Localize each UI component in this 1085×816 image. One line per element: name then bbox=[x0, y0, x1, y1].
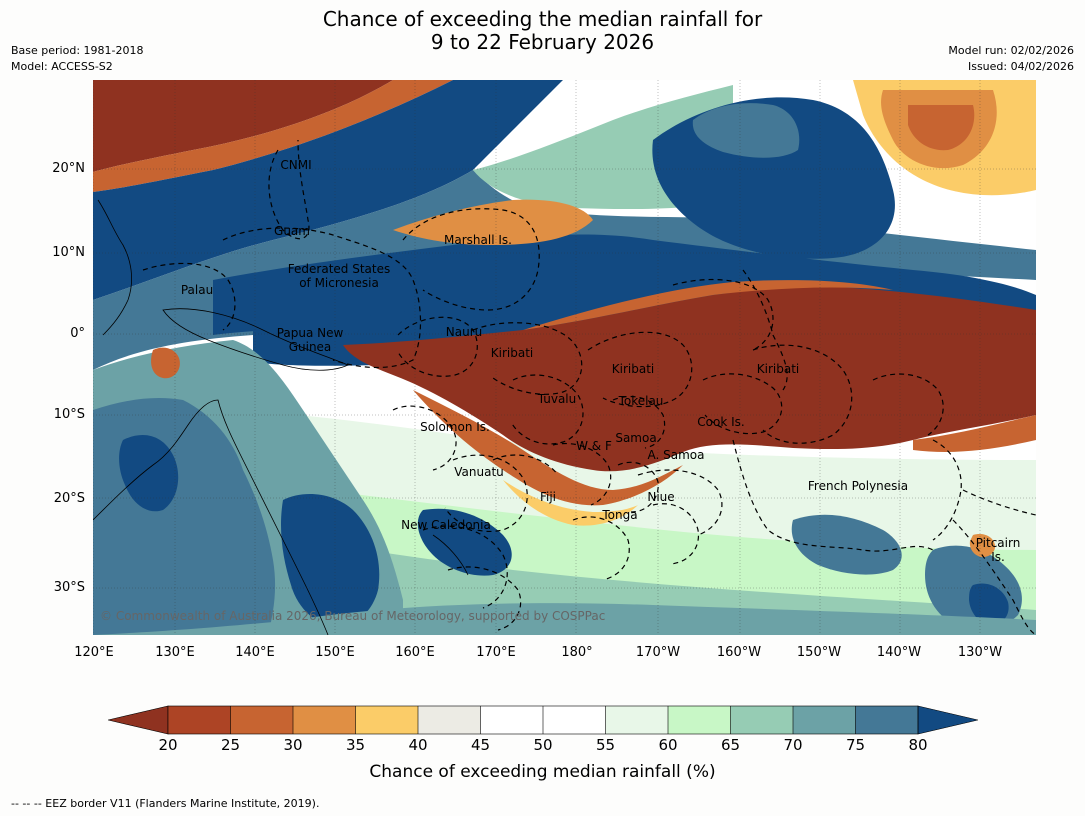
colorbar-25-30 bbox=[230, 706, 293, 734]
colorbar-20-25 bbox=[168, 706, 231, 734]
label-png-line2: Guinea bbox=[288, 340, 332, 354]
label-pitcairn: Pitcairn Is. bbox=[976, 536, 1021, 564]
rainfall-map bbox=[93, 80, 1036, 635]
lon-label-130w: 130°W bbox=[957, 645, 1003, 660]
lon-label-120e: 120°E bbox=[74, 645, 114, 660]
colorbar-30-35 bbox=[293, 706, 356, 734]
lat-label-10n: 10°N bbox=[52, 245, 85, 260]
label-nauru: Nauru bbox=[445, 325, 483, 339]
label-fsm-line1: Federated States bbox=[287, 262, 391, 276]
meta-right: Model run: 02/02/2026 Issued: 04/02/2026 bbox=[948, 43, 1074, 75]
lat-label-10s: 10°S bbox=[53, 407, 85, 422]
label-guam: Guam bbox=[274, 224, 310, 238]
eez-legend-note: -- -- -- EEZ border V11 (Flanders Marine… bbox=[11, 797, 320, 810]
lat-label-30s: 30°S bbox=[53, 580, 85, 595]
label-pitcairn-line1: Pitcairn bbox=[975, 536, 1021, 550]
colorbar-70-75 bbox=[793, 706, 856, 734]
label-kiribati-central: Kiribati bbox=[611, 362, 655, 376]
label-fsm: Federated States of Micronesia bbox=[288, 262, 390, 290]
colorbar-tick-20: 20 bbox=[158, 736, 178, 754]
title-line-2: 9 to 22 February 2026 bbox=[430, 30, 655, 54]
lon-label-180: 180° bbox=[561, 645, 593, 660]
lon-label-160e: 160°E bbox=[395, 645, 435, 660]
colorbar-tick-45: 45 bbox=[470, 736, 491, 754]
colorbar-40-45 bbox=[418, 706, 481, 734]
label-tokelau: Tokelau bbox=[618, 394, 664, 408]
colorbar-35-40 bbox=[355, 706, 418, 734]
label-wallis-futuna: W & F bbox=[576, 439, 612, 453]
label-kiribati-east: Kiribati bbox=[756, 362, 800, 376]
colorbar bbox=[108, 705, 978, 735]
model-run: Model run: 02/02/2026 bbox=[948, 44, 1074, 57]
label-solomon: Solomon Is. bbox=[420, 420, 490, 434]
colorbar-tick-80: 80 bbox=[908, 736, 928, 754]
label-kiribati-west: Kiribati bbox=[490, 346, 534, 360]
lat-label-20n: 20°N bbox=[52, 161, 85, 176]
label-cook: Cook Is. bbox=[697, 415, 745, 429]
colorbar-tick-25: 25 bbox=[220, 736, 241, 754]
meta-left: Base period: 1981-2018 Model: ACCESS-S2 bbox=[11, 43, 143, 75]
colorbar-tick-40: 40 bbox=[408, 736, 428, 754]
label-fsm-line2: of Micronesia bbox=[299, 276, 379, 290]
label-pitcairn-line2: Is. bbox=[991, 550, 1005, 564]
title-line-1: Chance of exceeding the median rainfall … bbox=[322, 7, 763, 31]
colorbar-tick-75: 75 bbox=[845, 736, 866, 754]
colorbar-60-65 bbox=[668, 706, 731, 734]
colorbar-55-60 bbox=[605, 706, 668, 734]
colorbar-title: Chance of exceeding median rainfall (%) bbox=[369, 762, 716, 782]
label-american-samoa: A. Samoa bbox=[647, 448, 705, 462]
label-png-line1: Papua New bbox=[276, 326, 344, 340]
label-cnmi: CNMI bbox=[280, 158, 312, 172]
label-fiji: Fiji bbox=[539, 490, 557, 504]
lat-label-20s: 20°S bbox=[53, 491, 85, 506]
label-tuvalu: Tuvalu bbox=[537, 392, 577, 406]
colorbar-tick-70: 70 bbox=[783, 736, 803, 754]
issued-date: Issued: 04/02/2026 bbox=[967, 60, 1074, 73]
model-name: Model: ACCESS-S2 bbox=[11, 60, 113, 73]
base-period: Base period: 1981-2018 bbox=[11, 44, 144, 57]
colorbar-65-70 bbox=[730, 706, 793, 734]
colorbar-tick-50: 50 bbox=[533, 736, 553, 754]
label-samoa: Samoa bbox=[615, 431, 657, 445]
colorbar-tick-55: 55 bbox=[595, 736, 616, 754]
lon-label-170e: 170°E bbox=[476, 645, 516, 660]
colorbar-50-55 bbox=[543, 706, 606, 734]
lon-label-170w: 170°W bbox=[635, 645, 681, 660]
label-png: Papua New Guinea bbox=[277, 326, 344, 354]
colorbar-tick-35: 35 bbox=[345, 736, 366, 754]
lon-label-140e: 140°E bbox=[235, 645, 275, 660]
lon-label-150e: 150°E bbox=[315, 645, 355, 660]
map-canvas bbox=[93, 80, 1036, 635]
lon-label-160w: 160°W bbox=[716, 645, 762, 660]
label-niue: Niue bbox=[647, 490, 675, 504]
label-new-caledonia: New Caledonia bbox=[401, 518, 491, 532]
label-tonga: Tonga bbox=[602, 508, 638, 522]
lon-label-150w: 150°W bbox=[796, 645, 842, 660]
colorbar-tick-60: 60 bbox=[658, 736, 678, 754]
chart-title: Chance of exceeding the median rainfall … bbox=[0, 8, 1085, 54]
colorbar-tick-30: 30 bbox=[283, 736, 303, 754]
label-marshall: Marshall Is. bbox=[444, 233, 512, 247]
lat-label-0: 0° bbox=[70, 326, 85, 341]
colorbar-below-20 bbox=[108, 705, 169, 735]
colorbar-tick-65: 65 bbox=[720, 736, 741, 754]
copyright-notice: © Commonwealth of Australia 2026, Bureau… bbox=[100, 609, 606, 623]
colorbar-45-50 bbox=[480, 706, 543, 734]
colorbar-above-80 bbox=[917, 705, 978, 735]
label-palau: Palau bbox=[180, 283, 214, 297]
lon-label-130e: 130°E bbox=[155, 645, 195, 660]
colorbar-75-80 bbox=[855, 706, 918, 734]
lon-label-140w: 140°W bbox=[876, 645, 922, 660]
label-vanuatu: Vanuatu bbox=[454, 465, 504, 479]
label-french-polynesia: French Polynesia bbox=[807, 479, 909, 493]
